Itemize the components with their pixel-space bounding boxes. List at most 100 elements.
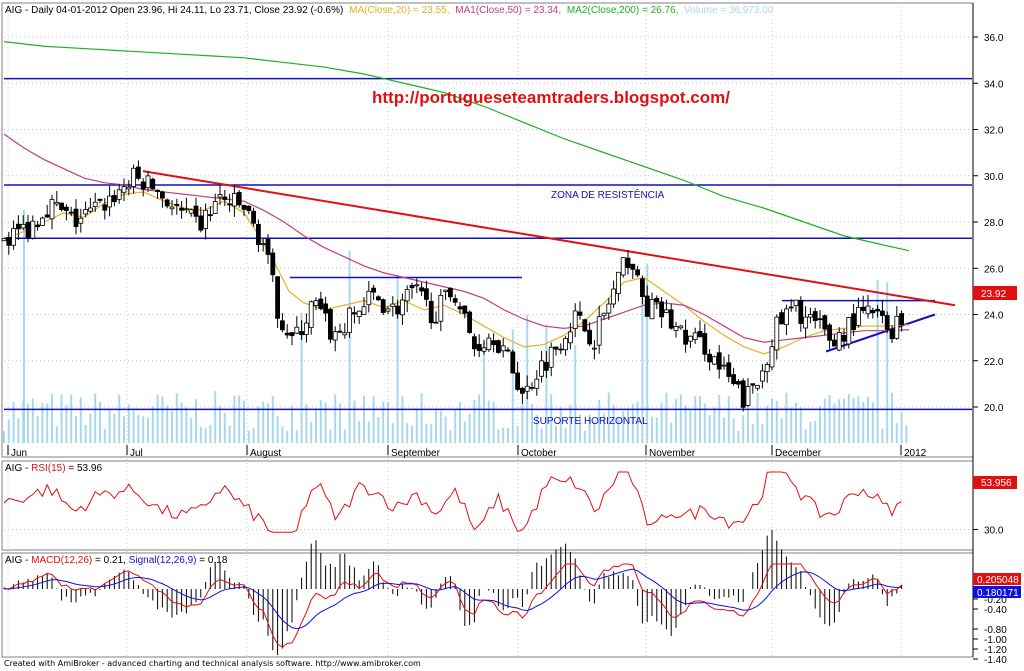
macd-header: AIG - MACD(12,26) = 0.21, Signal(12,26,9… — [5, 555, 228, 566]
candle-body — [668, 309, 674, 329]
candle-body — [769, 346, 775, 368]
candle-body — [683, 329, 688, 345]
candle-body — [832, 339, 837, 347]
candle-body — [409, 285, 415, 289]
candle-body — [332, 331, 338, 341]
candle-body — [356, 310, 362, 318]
price-y-tick-label: 24.0 — [984, 311, 1004, 322]
x-tick-label: August — [250, 448, 281, 459]
candle-body — [371, 287, 377, 293]
candle-body — [323, 303, 329, 314]
x-tick-label: Jun — [11, 448, 27, 459]
candle-body — [798, 299, 804, 324]
rsi-line — [3, 471, 902, 533]
x-tick-label: October — [521, 448, 557, 459]
candle-body — [289, 332, 295, 337]
candle-body — [284, 332, 290, 336]
candle-body — [404, 289, 410, 302]
macd-series — [3, 530, 903, 656]
candle-body — [375, 296, 381, 301]
candle-body — [68, 211, 74, 214]
rsi-last-label: 53.956 — [981, 478, 1012, 489]
candle-body — [251, 210, 257, 224]
candle-body — [664, 309, 669, 314]
candle-body — [88, 207, 93, 212]
candle-body — [92, 201, 98, 207]
header-volume: Volume = 36,973.00 — [684, 5, 774, 16]
candle-body — [299, 331, 305, 336]
candle-body — [457, 306, 463, 310]
candle-body — [856, 306, 861, 326]
candle-body — [577, 311, 583, 316]
candle-body — [788, 306, 794, 309]
candle-body — [361, 306, 367, 316]
candle-body — [414, 284, 420, 287]
candle-body — [40, 217, 45, 226]
candle-body — [399, 299, 405, 316]
candle-body — [899, 313, 904, 326]
candle-body — [616, 271, 621, 294]
candle-body — [25, 221, 31, 238]
candle-body — [183, 208, 189, 211]
macd-y-tick-label: -1.00 — [984, 635, 1007, 646]
candle-body — [640, 278, 645, 298]
candle-body — [793, 299, 799, 307]
candle-body — [851, 313, 856, 331]
candle-body — [462, 305, 468, 314]
x-tick-label: December — [775, 448, 822, 459]
candle-body — [697, 330, 703, 338]
candle-body — [303, 322, 309, 335]
candle-body — [313, 300, 319, 306]
candle-body — [35, 224, 40, 228]
candle-body — [380, 299, 386, 313]
candle-body — [726, 362, 732, 377]
candle-body — [592, 347, 597, 350]
candle-body — [822, 315, 828, 330]
candle-body — [779, 312, 784, 325]
candle-body — [702, 333, 708, 355]
candle-body — [582, 319, 588, 332]
candle-body — [620, 257, 626, 276]
header-ma20: MA(Close,20) = 23.55, — [349, 5, 449, 16]
rsi-name: RSI(15) — [31, 463, 65, 474]
x-tick-label: November — [649, 448, 696, 459]
header-ma200: MA2(Close,200) = 26.76, — [567, 5, 678, 16]
candle-body — [745, 386, 751, 406]
rsi-y-tick-label: 30.0 — [984, 525, 1004, 536]
candle-body — [486, 337, 492, 351]
candle-body — [15, 223, 21, 230]
candle-body — [491, 340, 497, 346]
candle-body — [294, 326, 300, 334]
candle-body — [30, 220, 36, 239]
candle-body — [750, 383, 756, 386]
candle-body — [476, 344, 482, 351]
macd-y-tick-label: -0.80 — [984, 625, 1007, 636]
candle-body — [260, 243, 266, 245]
signal-last-label: 0.180171 — [977, 588, 1019, 599]
resistance-label: ZONA DE RESISTÊNCIA — [551, 188, 665, 201]
candle-body — [145, 175, 151, 189]
candle-body — [596, 316, 602, 346]
price-y-tick-label: 22.0 — [984, 357, 1004, 368]
candle-body — [606, 303, 612, 314]
candle-body — [447, 287, 453, 298]
candle-body — [193, 205, 199, 217]
candle-body — [649, 299, 655, 320]
candle-body — [347, 307, 353, 333]
candle-body — [760, 370, 765, 382]
candle-body — [231, 193, 237, 207]
candle-body — [875, 308, 880, 312]
candle-body — [227, 203, 233, 206]
candle-body — [515, 372, 520, 390]
candle-body — [721, 364, 727, 367]
price-header: AIG - Daily 04-01-2012 Open 23.96, Hi 24… — [5, 5, 774, 16]
x-tick-label: Jul — [130, 448, 143, 459]
last-price-box — [973, 286, 1017, 300]
candle-body — [78, 217, 84, 224]
candle-body — [836, 332, 842, 351]
candle-body — [102, 204, 108, 211]
x-tick-label: 2012 — [904, 448, 927, 459]
candle-body — [601, 312, 607, 316]
candle-body — [539, 360, 544, 377]
candle-body — [179, 207, 185, 211]
